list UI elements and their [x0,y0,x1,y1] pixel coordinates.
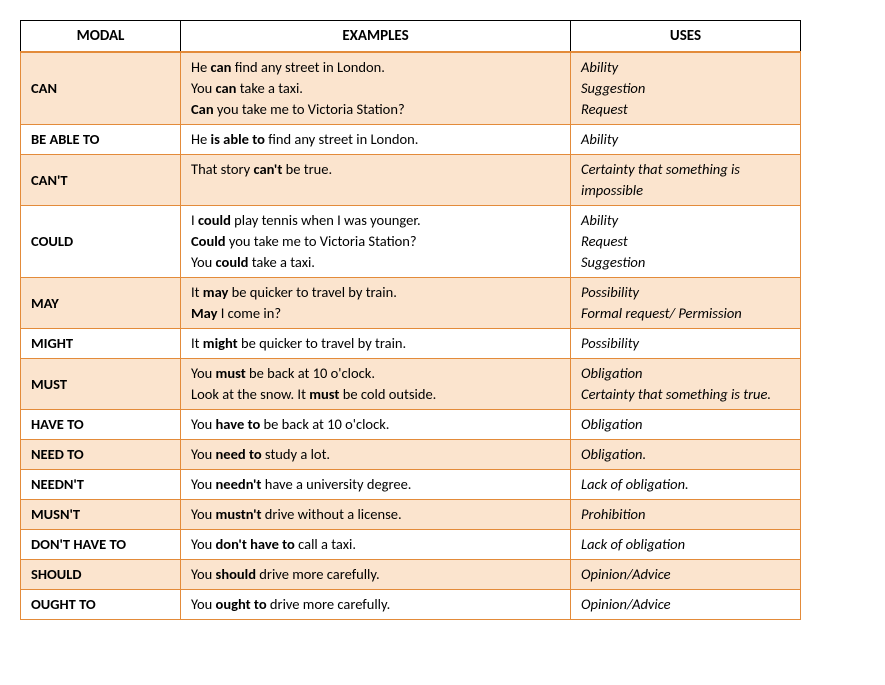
cell-modal: MUSN'T [21,500,181,530]
cell-modal: COULD [21,206,181,278]
cell-examples: I could play tennis when I was younger.C… [181,206,571,278]
table-row: MIGHTIt might be quicker to travel by tr… [21,329,801,359]
cell-examples: You needn't have a university degree. [181,470,571,500]
table-row: MAYIt may be quicker to travel by train.… [21,278,801,329]
table-row: NEEDN'TYou needn't have a university deg… [21,470,801,500]
modal-verbs-table: MODAL EXAMPLES USES CANHe can find any s… [20,20,801,620]
cell-examples: You mustn't drive without a license. [181,500,571,530]
cell-modal: OUGHT TO [21,590,181,620]
cell-uses: Ability [571,125,801,155]
cell-examples: You should drive more carefully. [181,560,571,590]
cell-uses: Lack of obligation. [571,470,801,500]
cell-uses: Prohibition [571,500,801,530]
cell-examples: He can find any street in London.You can… [181,52,571,125]
cell-modal: HAVE TO [21,410,181,440]
cell-modal: CAN'T [21,155,181,206]
table-row: HAVE TOYou have to be back at 10 o'clock… [21,410,801,440]
cell-modal: MUST [21,359,181,410]
cell-modal: DON'T HAVE TO [21,530,181,560]
cell-uses: AbilityRequestSuggestion [571,206,801,278]
header-modal: MODAL [21,21,181,53]
cell-modal: NEED TO [21,440,181,470]
cell-modal: BE ABLE TO [21,125,181,155]
table-row: MUSN'TYou mustn't drive without a licens… [21,500,801,530]
cell-examples: You have to be back at 10 o'clock. [181,410,571,440]
cell-examples: You don't have to call a taxi. [181,530,571,560]
cell-modal: CAN [21,52,181,125]
cell-examples: He is able to find any street in London. [181,125,571,155]
table-row: CANHe can find any street in London.You … [21,52,801,125]
cell-modal: MAY [21,278,181,329]
cell-examples: It might be quicker to travel by train. [181,329,571,359]
table-row: MUSTYou must be back at 10 o'clock.Look … [21,359,801,410]
cell-examples: It may be quicker to travel by train.May… [181,278,571,329]
header-uses: USES [571,21,801,53]
header-examples: EXAMPLES [181,21,571,53]
cell-uses: Lack of obligation [571,530,801,560]
cell-uses: ObligationCertainty that something is tr… [571,359,801,410]
cell-examples: You must be back at 10 o'clock.Look at t… [181,359,571,410]
table-row: NEED TOYou need to study a lot.Obligatio… [21,440,801,470]
table-row: CAN'TThat story can't be true.Certainty … [21,155,801,206]
cell-uses: PossibilityFormal request/ Permission [571,278,801,329]
table-row: DON'T HAVE TOYou don't have to call a ta… [21,530,801,560]
cell-uses: Obligation. [571,440,801,470]
cell-examples: You need to study a lot. [181,440,571,470]
table-header-row: MODAL EXAMPLES USES [21,21,801,53]
cell-examples: You ought to drive more carefully. [181,590,571,620]
cell-uses: Opinion/Advice [571,560,801,590]
cell-uses: Opinion/Advice [571,590,801,620]
cell-modal: MIGHT [21,329,181,359]
table-row: SHOULDYou should drive more carefully.Op… [21,560,801,590]
cell-modal: NEEDN'T [21,470,181,500]
table-row: OUGHT TOYou ought to drive more carefull… [21,590,801,620]
cell-examples: That story can't be true. [181,155,571,206]
table-row: BE ABLE TOHe is able to find any street … [21,125,801,155]
cell-uses: AbilitySuggestionRequest [571,52,801,125]
cell-uses: Obligation [571,410,801,440]
cell-modal: SHOULD [21,560,181,590]
table-row: COULDI could play tennis when I was youn… [21,206,801,278]
cell-uses: Certainty that something is impossible [571,155,801,206]
cell-uses: Possibility [571,329,801,359]
